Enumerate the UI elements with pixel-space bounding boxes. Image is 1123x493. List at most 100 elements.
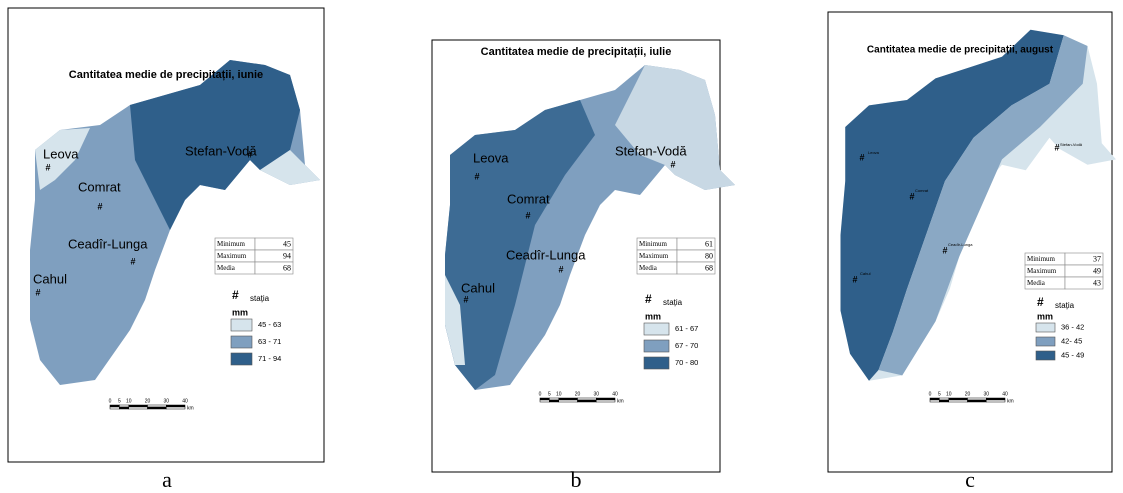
station-name: Leova bbox=[43, 146, 79, 161]
station-name: Stefan-Vodă bbox=[1060, 142, 1083, 147]
scale-segment bbox=[949, 398, 968, 400]
station-marker: # bbox=[909, 191, 914, 201]
legend-label: 70 - 80 bbox=[675, 358, 698, 367]
legend-label: 61 - 67 bbox=[675, 324, 698, 333]
map-title: Cantitatea medie de precipitații, august bbox=[867, 45, 1054, 56]
scale-segment bbox=[166, 407, 185, 409]
station-name: Leova bbox=[473, 150, 509, 165]
station-marker: # bbox=[942, 245, 947, 255]
scale-segment bbox=[949, 400, 968, 402]
scale-label: 30 bbox=[163, 398, 169, 404]
scale-unit: km bbox=[617, 398, 624, 404]
stat-value: 45 bbox=[283, 239, 291, 248]
scale-segment bbox=[930, 400, 939, 402]
scale-label: 5 bbox=[548, 391, 551, 397]
scale-segment bbox=[968, 398, 987, 400]
scale-segment bbox=[939, 398, 948, 400]
station-name: Ceadîr-Lunga bbox=[506, 247, 586, 262]
scale-segment bbox=[129, 407, 148, 409]
legend-swatch bbox=[644, 323, 669, 335]
legend-swatch bbox=[231, 319, 252, 331]
station-marker: # bbox=[1054, 142, 1059, 152]
scale-segment bbox=[119, 405, 128, 407]
figure: Cantitatea medie de precipitații, iunie L… bbox=[0, 0, 1123, 493]
scale-unit: km bbox=[187, 405, 194, 411]
stat-value: 37 bbox=[1093, 254, 1101, 263]
station-name: Ceadîr-Lunga bbox=[68, 236, 148, 251]
legend-station-label: stația bbox=[1055, 301, 1075, 310]
legend-label: 42- 45 bbox=[1061, 336, 1082, 345]
legend-station-label: stația bbox=[250, 294, 270, 303]
station-name: Cahul bbox=[33, 271, 67, 286]
scale-segment bbox=[540, 398, 549, 400]
panel-caption: b bbox=[571, 467, 582, 492]
station-marker: # bbox=[130, 256, 135, 266]
legend-swatch bbox=[1036, 351, 1055, 360]
scale-label: 40 bbox=[612, 391, 618, 397]
legend-swatch bbox=[1036, 323, 1055, 332]
legend-symbol: # bbox=[645, 292, 652, 306]
scale-unit: km bbox=[1007, 398, 1014, 404]
panel-caption: c bbox=[965, 467, 975, 492]
scale-segment bbox=[986, 400, 1005, 402]
station-name: Leova bbox=[868, 150, 880, 155]
station-marker: # bbox=[558, 264, 563, 274]
scale-segment bbox=[596, 398, 615, 400]
scale-segment bbox=[129, 405, 148, 407]
stat-value: 68 bbox=[283, 263, 291, 272]
scale-label: 0 bbox=[929, 391, 932, 397]
stat-label: Media bbox=[217, 264, 236, 272]
legend-station-label: stația bbox=[663, 298, 683, 307]
scale-label: 30 bbox=[593, 391, 599, 397]
panel-caption: a bbox=[162, 467, 172, 492]
stat-value: 94 bbox=[283, 251, 291, 260]
stat-label: Minimum bbox=[217, 240, 246, 248]
legend-symbol: # bbox=[1037, 295, 1044, 309]
legend-label: 36 - 42 bbox=[1061, 322, 1084, 331]
legend-label: 71 - 94 bbox=[258, 354, 281, 363]
scale-label: 20 bbox=[965, 391, 971, 397]
scale-segment bbox=[549, 398, 558, 400]
legend-swatch bbox=[231, 336, 252, 348]
legend-swatch bbox=[1036, 337, 1055, 346]
stat-value: 61 bbox=[705, 239, 713, 248]
legend-symbol: # bbox=[232, 288, 239, 302]
legend-label: 45 - 63 bbox=[258, 320, 281, 329]
scale-segment bbox=[559, 400, 578, 402]
station-name: Comrat bbox=[915, 188, 929, 193]
map-title: Cantitatea medie de precipitații, iunie bbox=[69, 69, 263, 81]
station-name: Cahul bbox=[860, 271, 871, 276]
scale-label: 0 bbox=[109, 398, 112, 404]
stat-label: Media bbox=[639, 264, 658, 272]
station-marker: # bbox=[45, 162, 50, 172]
station-marker: # bbox=[247, 149, 252, 159]
scale-label: 40 bbox=[182, 398, 188, 404]
scale-label: 10 bbox=[126, 398, 132, 404]
legend-swatch bbox=[644, 357, 669, 369]
legend-label: 67 - 70 bbox=[675, 341, 698, 350]
scale-label: 10 bbox=[556, 391, 562, 397]
scale-segment bbox=[578, 400, 597, 402]
scale-label: 5 bbox=[118, 398, 121, 404]
scale-segment bbox=[540, 400, 549, 402]
scale-label: 30 bbox=[983, 391, 989, 397]
legend-label: 63 - 71 bbox=[258, 337, 281, 346]
station-marker: # bbox=[474, 171, 479, 181]
station-marker: # bbox=[525, 210, 530, 220]
scale-label: 10 bbox=[946, 391, 952, 397]
legend-unit: mm bbox=[1037, 311, 1053, 321]
stat-value: 43 bbox=[1093, 278, 1101, 287]
legend-label: 45 - 49 bbox=[1061, 350, 1084, 359]
stat-label: Minimum bbox=[1027, 255, 1056, 263]
scale-segment bbox=[930, 398, 939, 400]
scale-segment bbox=[110, 405, 119, 407]
scale-segment bbox=[166, 405, 185, 407]
station-marker: # bbox=[859, 152, 864, 162]
scale-segment bbox=[148, 407, 167, 409]
station-marker: # bbox=[852, 274, 857, 284]
stat-value: 68 bbox=[705, 263, 713, 272]
stat-label: Media bbox=[1027, 279, 1046, 287]
legend-swatch bbox=[231, 353, 252, 365]
scale-label: 20 bbox=[575, 391, 581, 397]
stat-label: Maximum bbox=[639, 252, 669, 260]
